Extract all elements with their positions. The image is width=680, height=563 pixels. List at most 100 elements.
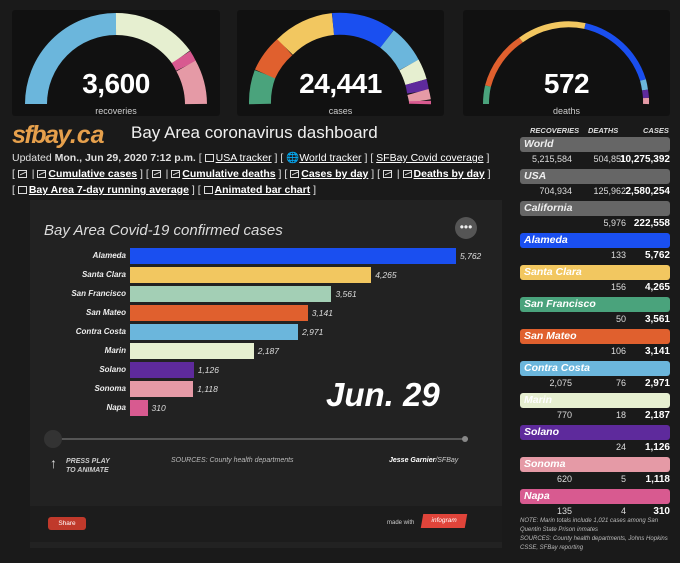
table-row: Napa 135 4 310 (520, 489, 670, 521)
region-name: Sonoma (520, 457, 670, 472)
more-options-button[interactable]: ••• (455, 217, 477, 239)
deaths-by-day-link[interactable]: Deaths by day (413, 168, 485, 180)
region-name: Napa (520, 489, 670, 504)
bar-label: Napa (106, 403, 126, 412)
note-sources: SOURCES: County health departments, John… (520, 536, 668, 551)
chart-line-icon (290, 170, 300, 178)
arrow-up-icon: ↑ (50, 455, 57, 471)
region-values: 50 3,561 (520, 314, 670, 327)
bar (130, 400, 148, 416)
header-deaths: DEATHS (588, 126, 619, 135)
bar-label: Santa Clara (81, 270, 126, 279)
bar-label: Marin (104, 346, 126, 355)
gauge-cases: 24,441 cases (237, 10, 444, 116)
world-tracker-link[interactable]: World tracker (299, 152, 362, 164)
region-name: Contra Costa (520, 361, 670, 376)
header-cases: CASES (643, 126, 669, 135)
region-deaths: 156 (610, 282, 626, 292)
bar-label: San Mateo (85, 308, 126, 317)
updated-date: Mon., Jun 29, 2020 7:12 p.m. (54, 152, 196, 164)
logo-tld: .ca (69, 120, 105, 149)
bar (130, 362, 194, 378)
bar (130, 248, 456, 264)
region-values: 5,215,584 504,851 10,275,392 (520, 154, 670, 167)
recoveries-value: 3,600 (82, 68, 150, 99)
region-recoveries: 704,934 (539, 186, 572, 196)
bar-value-label: 2,971 (302, 327, 324, 337)
bar (130, 381, 194, 397)
gauge-deaths: 572 deaths (463, 10, 670, 116)
deaths-label: deaths (552, 106, 581, 116)
cases-by-day-link[interactable]: Cases by day (301, 168, 369, 180)
stats-table-header: RECOVERIES DEATHS CASES (520, 124, 670, 137)
chart-footer: Share made with infogram (30, 506, 502, 542)
chart-line-icon (382, 170, 392, 178)
table-row: California 5,976 222,558 (520, 201, 670, 233)
chart-line-icon (171, 170, 181, 178)
timeline-track[interactable] (52, 438, 468, 440)
timeline-handle[interactable] (44, 430, 62, 448)
bar (130, 267, 372, 283)
chart-line-icon (402, 170, 412, 178)
flag-icon (204, 154, 214, 162)
infogram-logo[interactable]: infogram (420, 514, 468, 528)
bar-label: Contra Costa (75, 327, 126, 336)
stats-table: RECOVERIES DEATHS CASES World 5,215,584 50… (520, 124, 670, 521)
region-recoveries: 770 (556, 410, 572, 420)
table-row: Sonoma 620 5 1,118 (520, 457, 670, 489)
region-cases: 2,580,254 (625, 186, 671, 197)
press-play-label: PRESS PLAY TO ANIMATE (66, 457, 110, 475)
region-recoveries: 5,215,584 (531, 154, 572, 164)
bar-label: Alameda (92, 251, 126, 260)
table-row: Santa Clara 156 4,265 (520, 265, 670, 297)
region-deaths: 5 (620, 474, 626, 484)
region-cases: 222,558 (633, 218, 670, 229)
region-cases: 3,141 (644, 346, 670, 357)
gauge-recoveries-arc (25, 12, 207, 105)
region-name: Marin (520, 393, 670, 408)
table-row: Solano 24 1,126 (520, 425, 670, 457)
deaths-value: 572 (543, 68, 590, 99)
region-values: 24 1,126 (520, 442, 670, 455)
recoveries-label: recoveries (95, 106, 137, 116)
region-deaths: 504,851 (593, 154, 626, 164)
cumulative-cases-link[interactable]: Cumulative cases (48, 168, 138, 180)
header-recoveries: RECOVERIES (530, 126, 580, 135)
region-cases: 2,971 (644, 378, 670, 389)
running-average-link[interactable]: Bay Area 7-day running average (28, 184, 189, 196)
chart-line-icon (37, 170, 47, 178)
region-deaths: 133 (610, 250, 626, 260)
region-values: 620 5 1,118 (520, 474, 670, 487)
bar-value-label: 310 (151, 403, 166, 413)
bar-value-label: 5,762 (460, 251, 482, 261)
table-row: USA 704,934 125,962 2,580,254 (520, 169, 670, 201)
chart-sources: SOURCES: County health departments (171, 457, 294, 464)
stats-rows: World 5,215,584 504,851 10,275,392 USA 704,93… (520, 137, 670, 521)
link-rows: Updated Mon., Jun 29, 2020 7:12 p.m. [ U… (12, 152, 491, 196)
table-notes: NOTE: Marin totals include 1,021 cases a… (520, 517, 670, 553)
usa-tracker-link[interactable]: USA tracker (215, 152, 272, 164)
region-cases: 5,762 (644, 250, 670, 261)
region-values: 5,976 222,558 (520, 218, 670, 231)
bar (130, 305, 308, 321)
region-deaths: 106 (610, 346, 626, 356)
region-values: 704,934 125,962 2,580,254 (520, 186, 670, 199)
region-recoveries: 2,075 (549, 378, 572, 388)
sfbay-logo[interactable]: sfbay .ca (12, 120, 105, 149)
sfbay-coverage-link[interactable]: SFBay Covid coverage (376, 152, 484, 164)
cases-label: cases (328, 106, 353, 116)
cases-value: 24,441 (299, 68, 382, 99)
bar-value-label: 2,187 (257, 346, 280, 356)
animated-bar-link[interactable]: Animated bar chart (214, 184, 311, 196)
made-with-label: made with (387, 520, 415, 526)
play-icon (203, 186, 213, 194)
region-deaths: 18 (615, 410, 626, 420)
cumulative-deaths-link[interactable]: Cumulative deaths (182, 168, 276, 180)
region-values: 135 4 310 (520, 506, 670, 519)
region-cases: 1,118 (645, 474, 670, 485)
region-values: 2,075 76 2,971 (520, 378, 670, 391)
region-name: Alameda (520, 233, 670, 248)
region-values: 156 4,265 (520, 282, 670, 295)
share-button[interactable]: Share (48, 517, 86, 530)
chart-title: Bay Area Covid-19 confirmed cases (44, 222, 283, 239)
